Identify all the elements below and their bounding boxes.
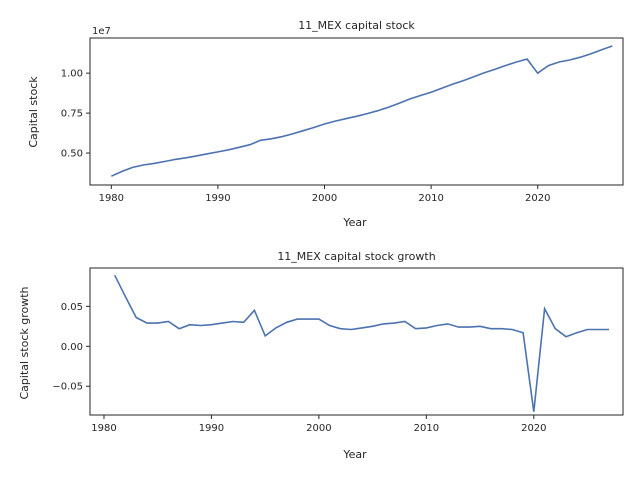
x-axis-label: Year — [342, 448, 367, 461]
x-tick-label: 2000 — [312, 193, 337, 204]
y-tick-label: 0.75 — [61, 109, 83, 120]
x-axis-label: Year — [342, 216, 367, 229]
plot-frame — [89, 267, 624, 416]
offset-text: 1e7 — [92, 26, 111, 37]
chart-title: 11_MEX capital stock — [298, 19, 415, 32]
x-tick-label: 1990 — [205, 193, 230, 204]
x-tick-label: 2020 — [525, 193, 550, 204]
x-tick-label: 1980 — [99, 193, 124, 204]
x-tick-label: 2000 — [306, 423, 331, 434]
x-tick-label: 2010 — [414, 423, 439, 434]
y-tick-label: 1.00 — [61, 69, 83, 80]
y-axis-ticks: 0.50 0.75 1.00 — [61, 69, 90, 160]
y-axis-label: Capital stock growth — [18, 286, 31, 399]
chart-title: 11_MEX capital stock growth — [277, 250, 435, 263]
y-tick-label: 0.05 — [61, 302, 83, 313]
series-line — [110, 45, 613, 177]
x-tick-label: 1990 — [199, 423, 224, 434]
x-tick-label: 1980 — [91, 423, 116, 434]
y-axis-label: Capital stock — [27, 76, 40, 148]
x-tick-label: 2020 — [521, 423, 546, 434]
x-axis-ticks: 1980 1990 2000 2010 2020 — [99, 185, 550, 204]
y-tick-label: −0.05 — [52, 382, 83, 393]
x-axis-ticks: 1980 1990 2000 2010 2020 — [91, 415, 547, 434]
y-tick-label: 0.00 — [61, 342, 83, 353]
capital-stock-growth-chart: 11_MEX capital stock growth Year Capital… — [18, 250, 624, 461]
x-tick-label: 2010 — [418, 193, 443, 204]
plot-frame — [89, 37, 624, 186]
y-axis-ticks: 0.05 0.00 −0.05 — [52, 302, 90, 393]
y-tick-label: 0.50 — [61, 149, 83, 160]
capital-stock-chart: 11_MEX capital stock 1e7 Year Capital st… — [27, 19, 624, 229]
series-line — [113, 274, 609, 412]
